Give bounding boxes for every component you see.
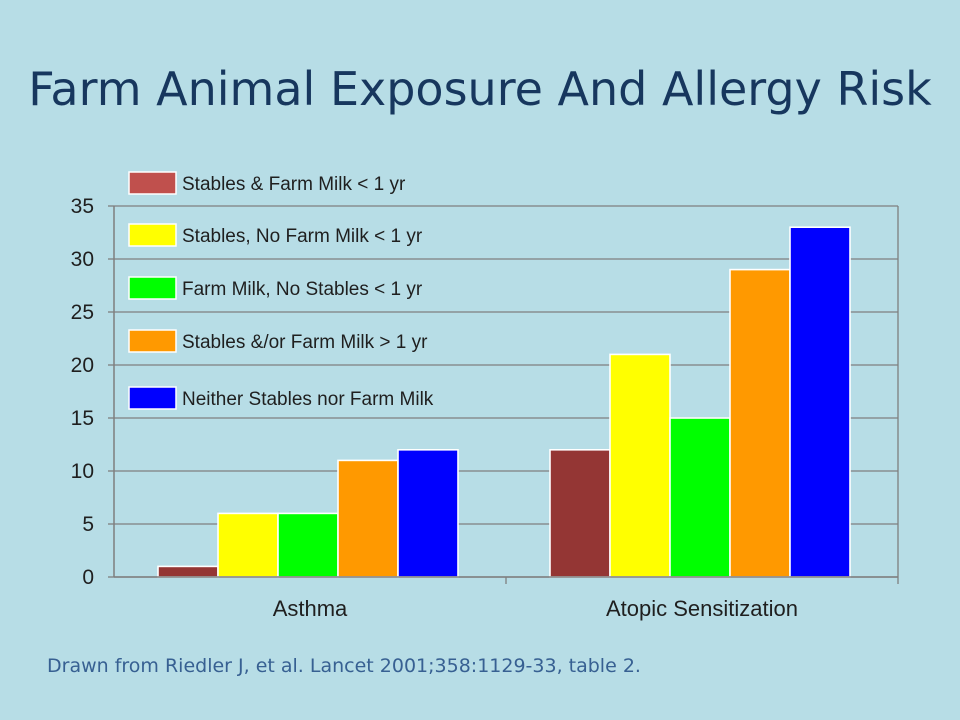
legend-label: Farm Milk, No Stables < 1 yr — [182, 279, 423, 300]
bar — [789, 226, 851, 578]
y-tick-labels: 0 5 10 15 20 25 30 35 — [71, 195, 94, 589]
bar — [609, 353, 671, 578]
x-tick-label: Asthma — [273, 596, 348, 621]
y-tick-label: 5 — [82, 513, 94, 536]
bar — [729, 268, 791, 578]
bar — [397, 448, 459, 578]
bar — [549, 448, 611, 578]
legend: Stables & Farm Milk < 1 yr Stables, No Fa… — [128, 171, 434, 410]
legend-swatch — [128, 223, 177, 247]
legend-label: Stables, No Farm Milk < 1 yr — [182, 226, 423, 247]
y-tick-label: 30 — [71, 248, 94, 271]
bar — [217, 512, 279, 578]
y-tick-label: 15 — [71, 407, 94, 430]
x-tick-labels: Asthma Atopic Sensitization — [273, 596, 798, 621]
legend-swatch — [128, 171, 177, 195]
y-tick-label: 25 — [71, 301, 94, 324]
legend-label: Stables & Farm Milk < 1 yr — [182, 174, 406, 195]
y-tick-label: 20 — [71, 354, 94, 377]
bar — [157, 565, 219, 578]
y-tick-label: 35 — [71, 195, 94, 218]
legend-label: Stables &/or Farm Milk > 1 yr — [182, 332, 428, 353]
axes — [108, 205, 899, 584]
y-tick-label: 10 — [71, 460, 94, 483]
legend-label: Neither Stables nor Farm Milk — [182, 389, 434, 410]
legend-swatch — [128, 386, 177, 410]
slide-title: Farm Animal Exposure And Allergy Risk — [28, 62, 932, 116]
bar — [337, 459, 399, 578]
x-tick-label: Atopic Sensitization — [606, 596, 798, 621]
legend-swatch — [128, 276, 177, 300]
source-citation: Drawn from Riedler J, et al. Lancet 2001… — [47, 655, 641, 677]
y-tick-label: 0 — [82, 566, 94, 589]
bars — [157, 226, 851, 578]
bar — [669, 417, 731, 578]
bar — [277, 512, 339, 578]
legend-swatch — [128, 329, 177, 353]
